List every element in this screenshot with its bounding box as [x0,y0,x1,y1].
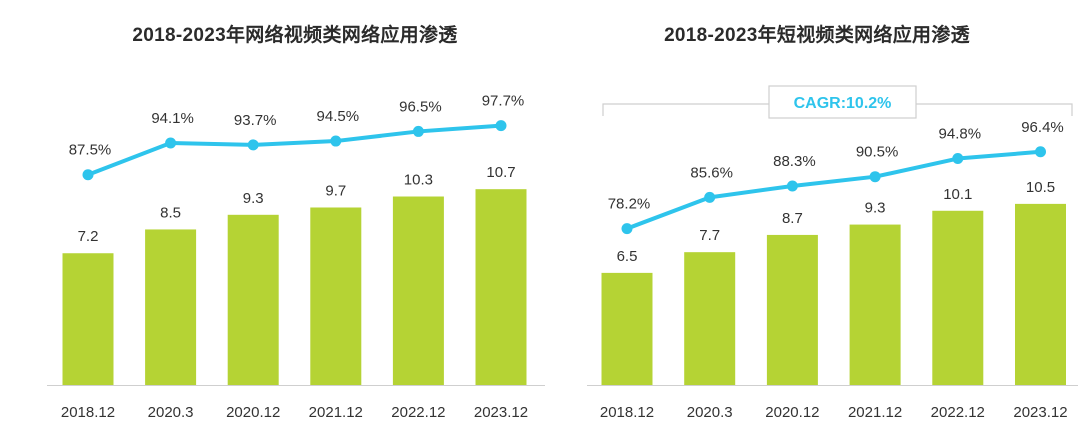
line-point [330,135,342,147]
bar-value-label: 8.5 [160,204,181,221]
line-point [1035,146,1046,158]
x-tick-label: 2020.12 [765,404,819,421]
line-point [247,139,259,151]
x-tick-label: 2018.12 [61,404,115,421]
bar [766,234,818,385]
x-tick-label: 2018.12 [600,404,654,421]
chart-title: 2018-2023年网络视频类网络应用渗透 [132,25,458,46]
chart-svg: 7.2 2018.12 8.5 2020.3 9.3 2020.12 9.7 2021.12 1… [47,93,545,421]
x-tick-label: 2020.3 [687,404,733,421]
x-tick-label: 2023.12 [1013,404,1067,421]
bar [62,253,114,385]
bar-value-label: 9.3 [243,190,264,207]
x-tick-label: 2023.12 [474,404,528,421]
line-point [786,180,798,192]
bar [392,196,444,385]
bar-value-label: 8.7 [782,210,803,227]
line-value-label: 94.5% [317,108,360,125]
series-line [86,123,503,177]
line-value-label: 96.4% [1021,119,1064,136]
bar [310,207,362,385]
line-point [704,191,716,203]
x-tick-label: 2020.3 [148,404,194,421]
chart-svg: 6.5 2018.12 7.7 2020.3 8.7 2020.12 9.3 2021.12 1… [587,85,1078,421]
bar [227,214,279,385]
line-value-label: 90.5% [856,144,899,161]
line-value-label: 78.2% [608,196,651,213]
bar-value-label: 10.3 [404,172,433,189]
cagr-box [768,85,917,119]
chart-panel-left: 2018-2023年网络视频类网络应用渗透 7.2 2018.12 8.5 2020.… [47,25,545,421]
bar [1015,203,1066,385]
line-point [495,120,507,132]
line-value-label: 87.5% [69,142,112,159]
line-point [165,137,177,149]
x-tick-label: 2021.12 [848,404,902,421]
cagr-label: CAGR:10.2% [794,95,892,112]
line-value-label: 96.5% [399,98,442,115]
bar-value-label: 10.1 [943,186,972,203]
x-tick-label: 2020.12 [226,404,280,421]
bar [601,272,653,385]
bar-value-label: 9.7 [325,182,346,199]
line-point [621,223,633,235]
line-point [82,169,94,181]
line-value-label: 85.6% [690,164,733,181]
chart-title: 2018-2023年短视频类网络应用渗透 [664,25,970,46]
line-value-label: 88.3% [773,153,816,170]
bar [849,224,901,385]
bar [145,229,197,385]
x-tick-label: 2022.12 [931,404,985,421]
line-value-label: 94.8% [939,126,982,143]
bar-value-label: 7.2 [78,228,99,245]
bar-value-label: 9.3 [865,200,886,217]
line-point [412,125,424,137]
bar-value-label: 10.5 [1026,179,1055,196]
bar [475,189,527,385]
series-line [625,149,1043,231]
x-tick-label: 2022.12 [391,404,445,421]
line-point [952,153,964,165]
line-value-label: 94.1% [151,110,194,127]
bar-value-label: 10.7 [486,164,515,181]
chart-panel-right: 2018-2023年短视频类网络应用渗透 6.5 2018.12 7.7 2020.3… [560,0,1080,422]
line-value-label: 93.7% [234,112,277,129]
line-value-label: 97.7% [482,93,525,110]
bar-value-label: 7.7 [699,227,720,244]
x-tick-label: 2021.12 [309,404,363,421]
line-point [869,171,881,183]
bar [932,210,984,385]
bar [684,252,736,385]
cagr-bracket [602,103,1073,116]
bar-value-label: 6.5 [617,248,638,265]
